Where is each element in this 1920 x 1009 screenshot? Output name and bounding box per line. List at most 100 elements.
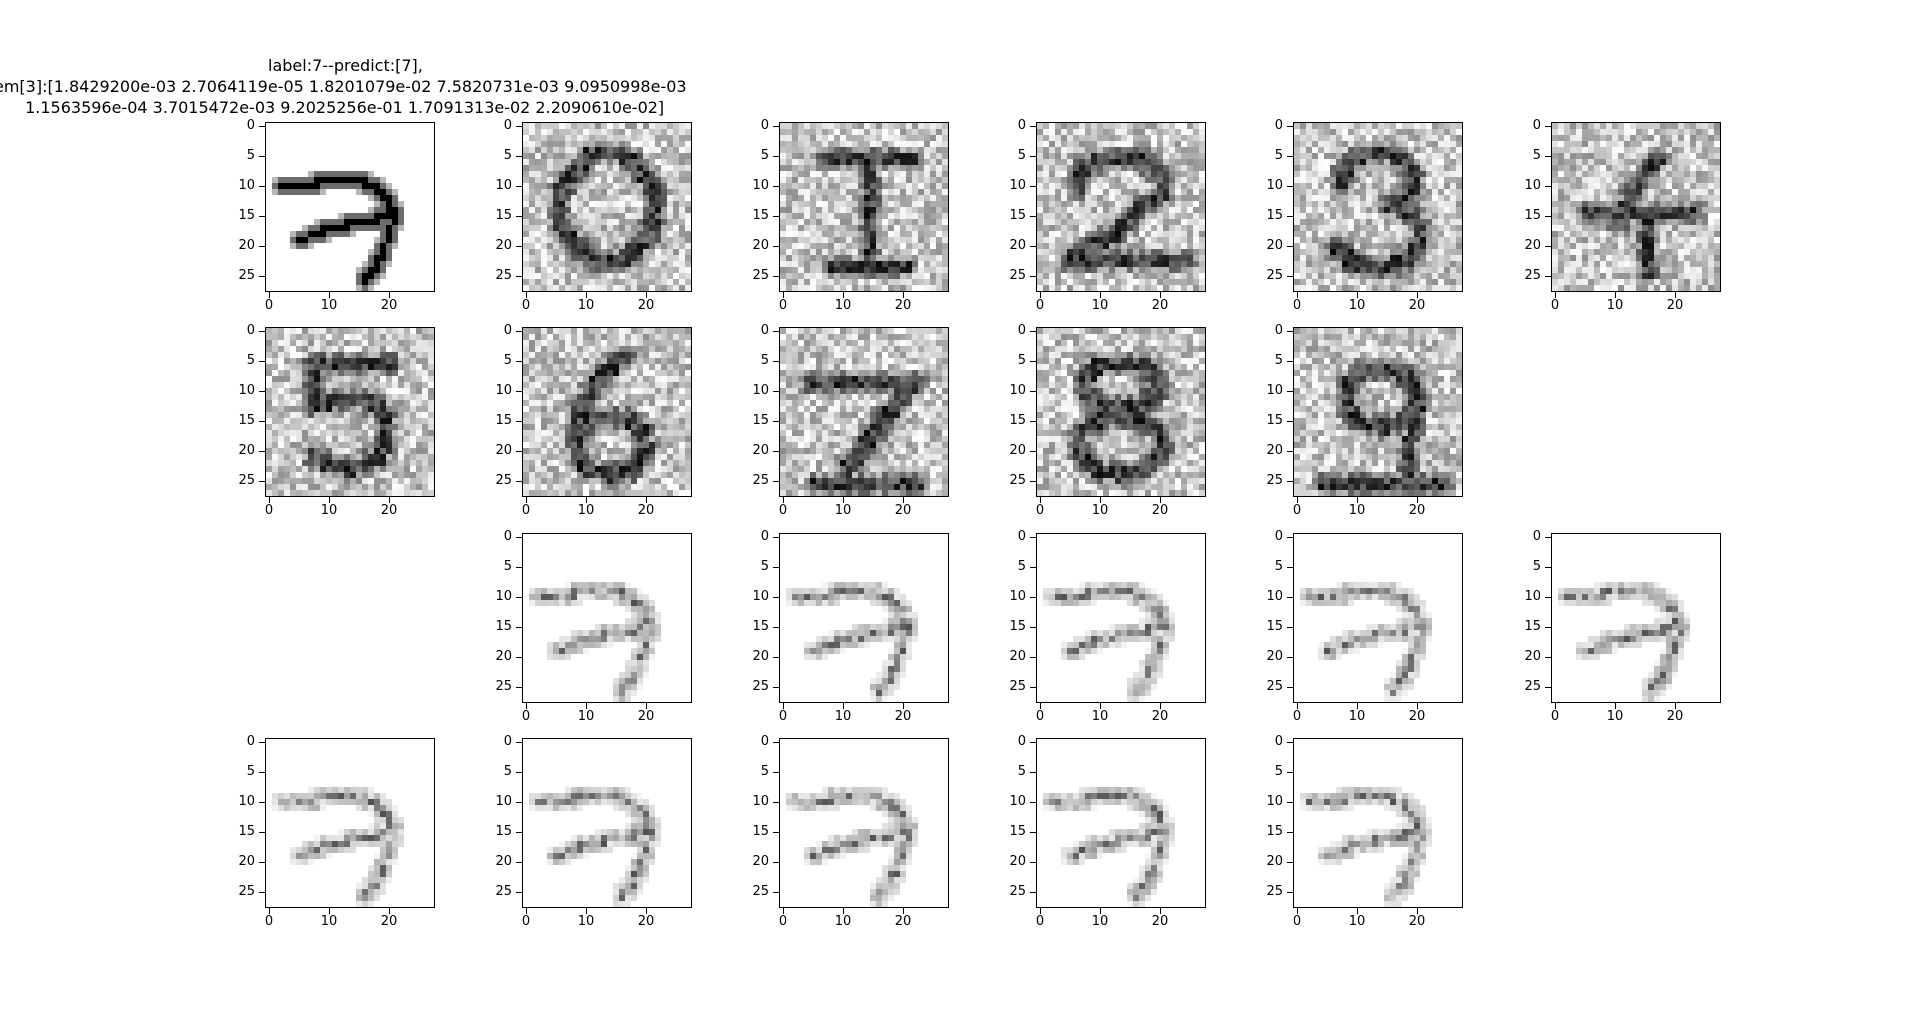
x-tick-label: 20 — [1408, 914, 1426, 929]
x-tick-mark — [843, 292, 844, 298]
x-tick-mark — [586, 703, 587, 709]
x-tick-mark — [843, 908, 844, 914]
digit-heatmap — [780, 123, 948, 291]
y-tick-mark — [1030, 156, 1036, 157]
x-tick-mark — [1357, 908, 1358, 914]
y-tick-label: 15 — [238, 824, 255, 839]
y-tick-mark — [1287, 657, 1293, 658]
x-tick-mark — [1100, 292, 1101, 298]
y-tick-mark — [259, 216, 265, 217]
x-tick-label: 20 — [1666, 709, 1684, 724]
x-tick-mark — [586, 292, 587, 298]
x-tick-label: 10 — [1348, 914, 1366, 929]
y-tick-label: 5 — [760, 148, 769, 163]
y-tick-mark — [1287, 156, 1293, 157]
y-tick-mark — [1545, 276, 1551, 277]
x-tick-mark — [526, 292, 527, 298]
y-tick-mark — [516, 216, 522, 217]
y-tick-mark — [773, 276, 779, 277]
y-tick-mark — [1545, 597, 1551, 598]
x-tick-mark — [1040, 908, 1041, 914]
y-tick-mark — [516, 742, 522, 743]
x-tick-mark — [526, 908, 527, 914]
y-tick-mark — [1545, 156, 1551, 157]
y-tick-mark — [259, 802, 265, 803]
x-tick-label: 20 — [1666, 298, 1684, 313]
x-tick-label: 10 — [577, 298, 595, 313]
y-tick-label: 15 — [495, 824, 512, 839]
y-tick-label: 20 — [1524, 649, 1541, 664]
x-tick-mark — [1417, 292, 1418, 298]
y-tick-mark — [1545, 126, 1551, 127]
y-tick-mark — [1030, 481, 1036, 482]
y-tick-label: 10 — [752, 383, 769, 398]
y-tick-mark — [259, 331, 265, 332]
y-tick-mark — [516, 772, 522, 773]
y-tick-label: 10 — [238, 794, 255, 809]
y-tick-label: 20 — [1266, 238, 1283, 253]
y-tick-label: 0 — [760, 734, 769, 749]
y-tick-label: 0 — [503, 323, 512, 338]
y-tick-label: 15 — [1266, 208, 1283, 223]
y-tick-label: 10 — [1009, 178, 1026, 193]
y-tick-mark — [773, 481, 779, 482]
y-tick-label: 5 — [503, 559, 512, 574]
y-tick-label: 10 — [1266, 178, 1283, 193]
x-tick-label: 10 — [320, 298, 338, 313]
x-tick-mark — [389, 908, 390, 914]
subplot-image — [1036, 738, 1206, 908]
x-tick-label: 20 — [894, 298, 912, 313]
y-tick-mark — [1287, 361, 1293, 362]
subplot-image — [522, 533, 692, 703]
y-tick-label: 5 — [1017, 559, 1026, 574]
y-tick-mark — [1030, 331, 1036, 332]
y-tick-label: 25 — [495, 884, 512, 899]
digit-heatmap — [1294, 739, 1462, 907]
y-tick-label: 15 — [238, 208, 255, 223]
x-tick-label: 20 — [637, 709, 655, 724]
x-tick-mark — [1100, 908, 1101, 914]
x-tick-mark — [1297, 703, 1298, 709]
y-tick-mark — [259, 421, 265, 422]
y-tick-mark — [773, 567, 779, 568]
subplot-image — [1036, 122, 1206, 292]
x-tick-label: 0 — [1292, 914, 1302, 929]
y-tick-mark — [1287, 246, 1293, 247]
x-tick-mark — [1100, 497, 1101, 503]
x-tick-mark — [1417, 908, 1418, 914]
x-tick-label: 0 — [778, 709, 788, 724]
y-tick-label: 5 — [1017, 764, 1026, 779]
y-tick-label: 20 — [752, 854, 769, 869]
y-tick-label: 20 — [1009, 238, 1026, 253]
y-tick-label: 10 — [495, 383, 512, 398]
y-tick-mark — [1545, 537, 1551, 538]
x-tick-label: 20 — [637, 503, 655, 518]
y-tick-label: 25 — [1266, 268, 1283, 283]
x-tick-label: 0 — [521, 709, 531, 724]
y-tick-label: 25 — [1009, 884, 1026, 899]
y-tick-label: 15 — [1009, 824, 1026, 839]
x-tick-label: 20 — [894, 503, 912, 518]
y-tick-mark — [773, 391, 779, 392]
y-tick-label: 10 — [1009, 589, 1026, 604]
x-tick-mark — [1160, 703, 1161, 709]
x-tick-label: 10 — [834, 914, 852, 929]
x-tick-label: 0 — [264, 914, 274, 929]
y-tick-mark — [259, 892, 265, 893]
x-tick-mark — [269, 497, 270, 503]
y-tick-mark — [516, 862, 522, 863]
subplot-image — [1036, 327, 1206, 497]
y-tick-label: 10 — [238, 178, 255, 193]
x-tick-label: 20 — [637, 914, 655, 929]
y-tick-label: 0 — [1274, 734, 1283, 749]
y-tick-mark — [1287, 126, 1293, 127]
y-tick-mark — [1287, 627, 1293, 628]
x-tick-label: 20 — [637, 298, 655, 313]
y-tick-label: 5 — [1274, 559, 1283, 574]
y-tick-label: 0 — [503, 529, 512, 544]
y-tick-label: 5 — [1017, 148, 1026, 163]
y-tick-mark — [1287, 892, 1293, 893]
x-tick-mark — [1100, 703, 1101, 709]
y-tick-label: 5 — [1274, 764, 1283, 779]
y-tick-mark — [1030, 597, 1036, 598]
